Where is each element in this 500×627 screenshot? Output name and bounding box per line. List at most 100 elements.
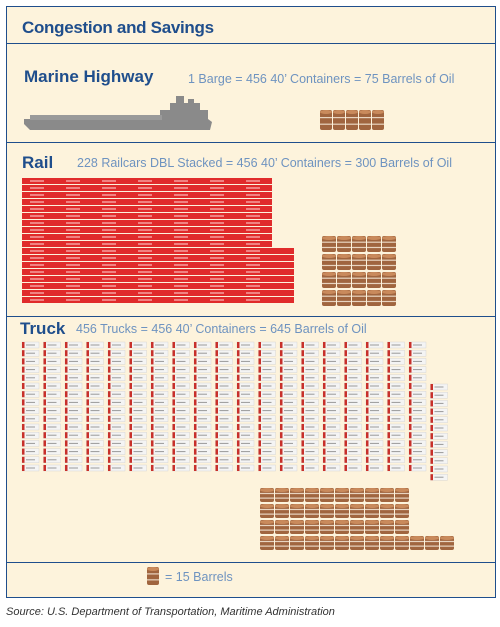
barrel-icon	[350, 520, 364, 534]
truck-icon	[86, 366, 104, 373]
truck-icon	[279, 464, 298, 472]
truck-icon	[21, 464, 40, 472]
truck-icon	[129, 407, 147, 414]
truck-icon	[344, 456, 362, 463]
truck-icon	[301, 448, 319, 455]
barrel-icon	[305, 520, 319, 534]
truck-icon	[86, 350, 104, 357]
barrel-icon	[260, 488, 274, 502]
truck-icon	[21, 456, 40, 463]
barrel-icon	[305, 536, 319, 550]
truck-icon	[322, 432, 341, 439]
truck-icon	[408, 358, 427, 365]
truck-icon	[365, 440, 384, 447]
truck-icon	[236, 341, 255, 349]
truck-icon	[107, 399, 126, 406]
truck-icon	[258, 432, 276, 439]
truck-icon	[301, 407, 319, 414]
truck-icon	[301, 464, 319, 472]
barrel-icon	[320, 110, 332, 130]
truck-icon	[344, 432, 362, 439]
truck-icon	[365, 391, 384, 398]
truck-icon	[193, 341, 212, 349]
railcar-row	[22, 227, 272, 233]
truck-icon	[322, 391, 341, 398]
truck-icon	[322, 464, 341, 472]
truck-icon	[258, 391, 276, 398]
barrel-icon	[275, 536, 289, 550]
truck-icon	[150, 366, 169, 373]
truck-icon	[344, 391, 362, 398]
truck-icon	[86, 440, 104, 447]
truck-icon	[21, 407, 40, 414]
truck-icon	[86, 415, 104, 422]
truck-icon	[279, 366, 298, 373]
truck-icon	[215, 391, 233, 398]
truck-icon	[150, 456, 169, 463]
truck-icon	[258, 374, 276, 381]
truck-icon	[86, 464, 104, 472]
truck-grid	[21, 341, 448, 481]
truck-icon	[408, 374, 427, 381]
truck-icon	[107, 407, 126, 414]
truck-icon	[322, 415, 341, 422]
truck-icon	[408, 432, 427, 439]
truck-icon	[408, 464, 427, 472]
truck-icon	[21, 374, 40, 381]
truck-icon	[322, 366, 341, 373]
barrel-icon	[359, 110, 371, 130]
truck-icon	[107, 391, 126, 398]
truck-icon	[279, 407, 298, 414]
truck-icon	[344, 423, 362, 431]
truck-icon	[172, 399, 190, 406]
truck-icon	[193, 399, 212, 406]
barrel-icon	[380, 504, 394, 518]
truck-icon	[322, 456, 341, 463]
barrel-icon	[350, 536, 364, 550]
railcar-row	[22, 276, 294, 282]
truck-icon	[365, 366, 384, 373]
truck-icon	[86, 382, 104, 390]
truck-icon	[236, 448, 255, 455]
barrel-icon	[382, 290, 396, 306]
truck-icon	[387, 391, 405, 398]
truck-icon	[193, 358, 212, 365]
barrel-icon	[322, 254, 336, 270]
truck-icon	[408, 448, 427, 455]
truck-icon	[193, 407, 212, 414]
truck-icon	[64, 358, 83, 365]
truck-icon	[322, 423, 341, 431]
truck-icon	[193, 350, 212, 357]
truck-icon	[236, 382, 255, 390]
truck-icon	[43, 448, 61, 455]
railcar-row	[22, 234, 272, 240]
truck-icon	[344, 382, 362, 390]
barrel-icon	[337, 236, 351, 252]
truck-icon	[86, 456, 104, 463]
truck-icon	[129, 366, 147, 373]
barrel-icon	[335, 520, 349, 534]
truck-icon	[150, 415, 169, 422]
truck-icon	[279, 374, 298, 381]
barrel-icon	[382, 236, 396, 252]
truck-icon	[193, 423, 212, 431]
truck-icon	[387, 350, 405, 357]
truck-icon	[43, 415, 61, 422]
truck-icon	[430, 474, 448, 481]
truck-icon	[172, 350, 190, 357]
truck-icon	[21, 432, 40, 439]
truck-icon	[129, 456, 147, 463]
truck-icon	[43, 358, 61, 365]
truck-icon	[301, 423, 319, 431]
truck-icon	[365, 350, 384, 357]
truck-icon	[150, 382, 169, 390]
truck-icon	[21, 358, 40, 365]
railcar-row	[22, 248, 294, 254]
truck-icon	[236, 456, 255, 463]
truck-icon	[387, 341, 405, 349]
truck-icon	[344, 366, 362, 373]
truck-icon	[86, 391, 104, 398]
truck-icon	[236, 391, 255, 398]
truck-icon	[215, 399, 233, 406]
barrel-icon	[410, 536, 424, 550]
